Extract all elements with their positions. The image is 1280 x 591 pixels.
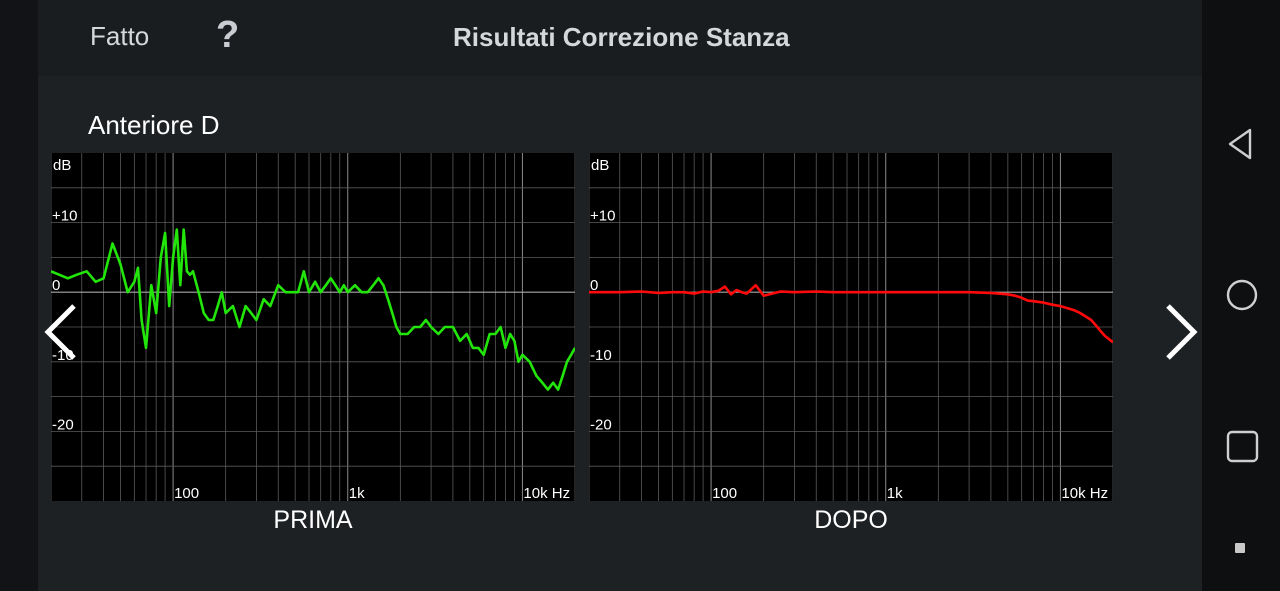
y-tick-label: 0 xyxy=(590,277,598,294)
top-bar: Fatto ? Risultati Correzione Stanza xyxy=(38,0,1202,76)
chart-after-plot: +10 0 -10 -20 dB 100 1k 10k Hz xyxy=(589,153,1113,501)
chart-after: +10 0 -10 -20 dB 100 1k 10k Hz xyxy=(589,153,1113,501)
y-tick-label: +10 xyxy=(52,208,77,225)
triangle-back-icon[interactable] xyxy=(1222,124,1262,164)
done-button[interactable]: Fatto xyxy=(90,21,150,51)
y-unit-label: dB xyxy=(53,157,71,174)
help-button[interactable]: ? xyxy=(216,14,240,56)
y-tick-label: -10 xyxy=(590,347,612,364)
x-tick-label: 100 xyxy=(174,485,199,501)
chevron-left-icon[interactable] xyxy=(40,300,84,364)
x-tick-label: 100 xyxy=(712,485,737,501)
system-nav-bar xyxy=(1202,0,1280,591)
y-tick-label: 0 xyxy=(52,277,60,294)
x-tick-label: 10k Hz xyxy=(523,485,570,501)
chart-before-caption: PRIMA xyxy=(273,506,353,534)
y-tick-label: -20 xyxy=(52,416,74,433)
response-curve xyxy=(51,228,575,391)
y-unit-label: dB xyxy=(591,157,609,174)
square-recent-icon[interactable] xyxy=(1222,426,1262,466)
left-bezel xyxy=(0,0,38,591)
y-tick-label: +10 xyxy=(590,208,615,225)
response-curve xyxy=(589,283,1113,344)
x-tick-label: 1k xyxy=(887,485,903,501)
chevron-right-icon[interactable] xyxy=(1158,300,1202,364)
grid-lines xyxy=(589,153,1113,501)
grid-lines xyxy=(51,153,575,501)
page-title: Risultati Correzione Stanza xyxy=(453,22,790,52)
x-tick-label: 10k Hz xyxy=(1061,485,1108,501)
x-tick-label: 1k xyxy=(349,485,365,501)
chart-before: +10 0 -10 -20 dB 100 1k 10k Hz xyxy=(51,153,575,501)
nav-indicator-dot xyxy=(1235,543,1245,553)
channel-label: Anteriore D xyxy=(88,110,220,140)
circle-home-icon[interactable] xyxy=(1222,275,1262,315)
chart-after-caption: DOPO xyxy=(814,506,888,534)
y-tick-label: -20 xyxy=(590,416,612,433)
